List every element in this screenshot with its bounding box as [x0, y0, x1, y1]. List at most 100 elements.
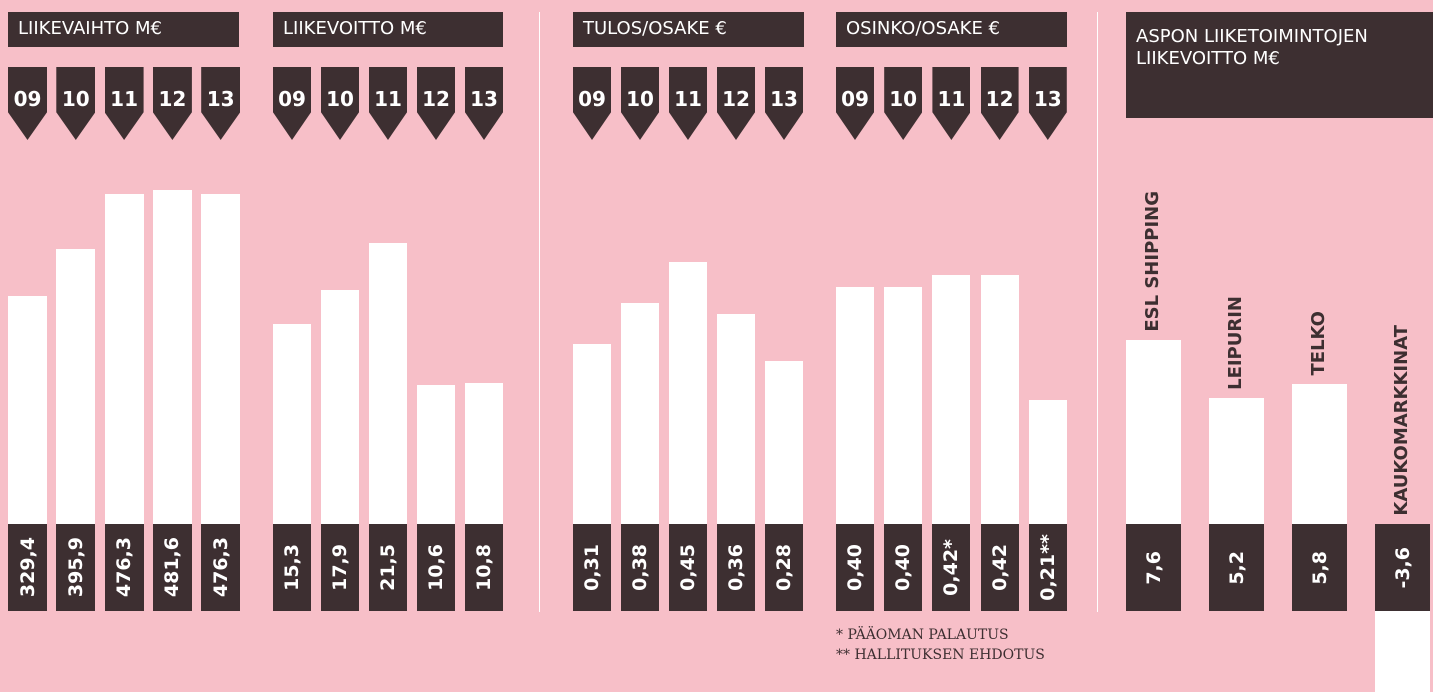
category-label: ESL SHIPPING — [1141, 191, 1163, 332]
value-box: 0,40 — [884, 524, 923, 611]
year-tab: 13 — [765, 67, 803, 140]
bar — [104, 193, 144, 524]
year-tab: 13 — [201, 67, 241, 140]
year-tab: 13 — [465, 67, 503, 140]
bar — [1209, 398, 1264, 524]
value-box: 15,3 — [273, 524, 311, 611]
bar — [573, 343, 611, 524]
bar — [765, 360, 803, 524]
year-tab: 10 — [884, 67, 923, 140]
value-box: 481,6 — [152, 524, 192, 611]
year-tab: 09 — [836, 67, 874, 140]
bar — [717, 314, 755, 524]
chart-title: TULOS/OSAKE € — [573, 12, 804, 47]
bar — [621, 302, 659, 524]
value-box: 476,3 — [201, 524, 241, 611]
year-tab: 11 — [669, 67, 707, 140]
year-tab: 12 — [717, 67, 755, 140]
value-box: 395,9 — [56, 524, 96, 611]
value-label: 0,40 — [844, 544, 866, 591]
footnote: ** HALLITUKSEN EHDOTUS — [836, 647, 1045, 663]
year-tab: 10 — [56, 67, 96, 140]
bar — [152, 190, 192, 524]
value-label: 0,36 — [725, 544, 747, 591]
chart-title: ASPON LIIKETOIMINTOJEN LIIKEVOITTO M€ — [1126, 12, 1433, 118]
value-label: 15,3 — [281, 544, 303, 591]
value-box: 0,28 — [765, 524, 803, 611]
year-tab: 10 — [621, 67, 659, 140]
year-tab: 09 — [8, 67, 47, 140]
value-label: 21,5 — [377, 544, 399, 591]
bar — [1126, 340, 1181, 524]
value-label: 0,40 — [892, 544, 915, 591]
value-label: 476,3 — [209, 537, 232, 598]
bar — [321, 290, 359, 524]
value-label: 5,8 — [1308, 550, 1331, 585]
year-tab: 09 — [273, 67, 311, 140]
year-tab: 13 — [1028, 67, 1067, 140]
footnote: * PÄÄOMAN PALAUTUS — [836, 627, 1009, 643]
bar — [56, 249, 96, 524]
year-tab: 12 — [417, 67, 455, 140]
bar — [465, 382, 503, 524]
value-label: 0,21** — [1036, 534, 1059, 601]
value-box: 0,31 — [573, 524, 611, 611]
bar — [8, 295, 47, 524]
value-box: 0,42 — [980, 524, 1019, 611]
bar — [836, 286, 874, 524]
value-label: 481,6 — [161, 537, 184, 598]
year-tab: 12 — [152, 67, 192, 140]
chart-title: LIIKEVOITTO M€ — [273, 12, 503, 47]
value-box: 476,3 — [104, 524, 144, 611]
value-label: 5,2 — [1225, 550, 1248, 585]
category-label: TELKO — [1307, 311, 1329, 376]
value-label: 0,45 — [677, 544, 699, 591]
year-tab: 11 — [104, 67, 144, 140]
value-label: 10,8 — [473, 544, 495, 591]
value-box: 0,21** — [1028, 524, 1067, 611]
value-label: 7,6 — [1142, 550, 1165, 585]
value-box: 5,8 — [1292, 524, 1347, 611]
value-box: 21,5 — [369, 524, 407, 611]
bar — [417, 385, 455, 524]
year-tab: 11 — [932, 67, 971, 140]
value-label: 0,42* — [940, 539, 963, 596]
value-box: 10,8 — [465, 524, 503, 611]
value-box: 5,2 — [1209, 524, 1264, 611]
separator — [1097, 12, 1098, 612]
category-label: LEIPURIN — [1224, 296, 1246, 391]
year-tab: 10 — [321, 67, 359, 140]
value-label: 395,9 — [64, 537, 87, 598]
value-box: 329,4 — [8, 524, 47, 611]
value-label: 0,38 — [629, 544, 651, 591]
bar — [980, 275, 1019, 524]
value-box: 0,42* — [932, 524, 971, 611]
value-label: 329,4 — [16, 537, 39, 598]
bar — [369, 243, 407, 524]
value-box: 0,45 — [669, 524, 707, 611]
year-tab: 11 — [369, 67, 407, 140]
value-box: 0,40 — [836, 524, 874, 611]
value-label: 0,42 — [988, 544, 1011, 591]
bar — [884, 286, 923, 524]
bar — [669, 262, 707, 524]
chart-title: LIIKEVAIHTO M€ — [8, 12, 239, 47]
value-label: 17,9 — [329, 544, 351, 591]
bar — [1292, 383, 1347, 524]
value-box: 10,6 — [417, 524, 455, 611]
value-label: 0,31 — [581, 544, 603, 591]
year-tab: 09 — [573, 67, 611, 140]
bar — [1028, 399, 1067, 524]
bar — [932, 275, 971, 524]
bar — [201, 193, 241, 524]
bar — [1375, 611, 1430, 692]
bar — [273, 324, 311, 524]
value-box: -3,6 — [1375, 524, 1430, 611]
chart-title: OSINKO/OSAKE € — [836, 12, 1067, 47]
separator — [539, 12, 540, 612]
value-box: 7,6 — [1126, 524, 1181, 611]
value-box: 17,9 — [321, 524, 359, 611]
value-label: 0,28 — [773, 544, 795, 591]
value-box: 0,36 — [717, 524, 755, 611]
